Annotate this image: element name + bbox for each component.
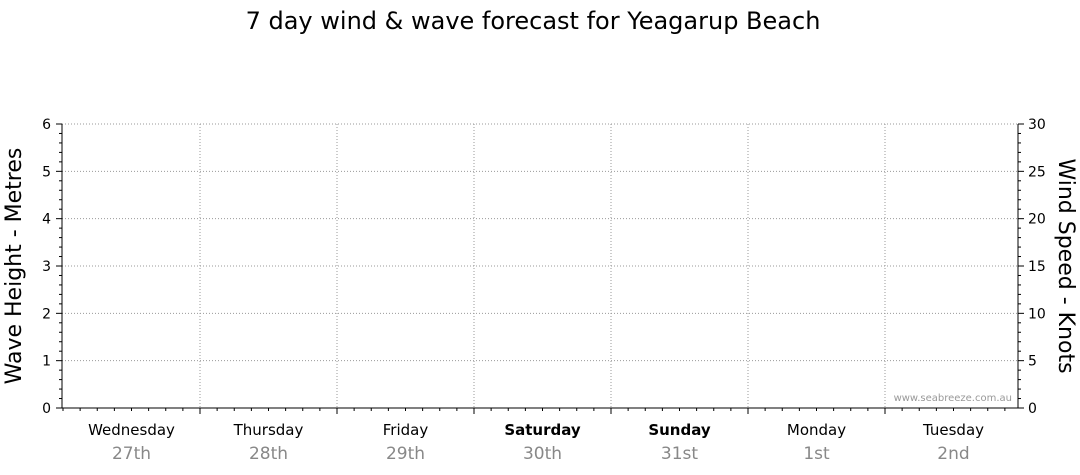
left-tick-label: 1 [42, 354, 51, 370]
axes [61, 124, 1019, 414]
day-date-label: 2nd [937, 444, 969, 464]
day-date-label: 28th [249, 444, 288, 464]
right-axis-title: Wind Speed - Knots [1053, 158, 1078, 373]
left-tick-label: 0 [42, 401, 51, 417]
right-tick-label: 20 [1028, 212, 1046, 228]
right-tick-label: 0 [1028, 401, 1037, 417]
left-tick-label: 2 [42, 306, 51, 322]
day-name-label: Monday [787, 421, 846, 439]
right-tick-label: 10 [1028, 306, 1046, 322]
grid [62, 123, 1018, 408]
left-axis-title: Wave Height - Metres [2, 148, 27, 385]
day-date-label: 1st [803, 444, 830, 464]
day-labels: Wednesday 27th Thursday 28th Friday 29th Satur… [88, 421, 984, 464]
right-tick-label: 15 [1028, 259, 1046, 275]
left-tick-label: 5 [42, 164, 51, 180]
right-tick-label: 5 [1028, 354, 1037, 370]
left-tick-label: 6 [42, 117, 51, 133]
right-tick-label: 30 [1028, 117, 1046, 133]
left-tick-label: 3 [42, 259, 51, 275]
left-tick-label: 4 [42, 212, 51, 228]
day-name-label: Wednesday [88, 421, 175, 439]
chart-title: 7 day wind & wave forecast for Yeagarup … [246, 7, 821, 35]
watermark: www.seabreeze.com.au [894, 393, 1012, 404]
right-axis: 0 5 10 15 20 25 30 [1018, 117, 1046, 417]
day-date-label: 31st [661, 444, 698, 464]
day-date-label: 27th [112, 444, 151, 464]
day-date-label: 30th [523, 444, 562, 464]
day-name-label: Thursday [233, 421, 304, 439]
day-name-label: Sunday [648, 421, 711, 439]
day-name-label: Saturday [504, 421, 581, 439]
right-tick-label: 25 [1028, 164, 1046, 180]
day-name-label: Tuesday [922, 421, 984, 439]
day-name-label: Friday [383, 421, 429, 439]
left-axis: 0 1 2 3 4 5 6 [42, 117, 62, 417]
day-date-label: 29th [386, 444, 425, 464]
